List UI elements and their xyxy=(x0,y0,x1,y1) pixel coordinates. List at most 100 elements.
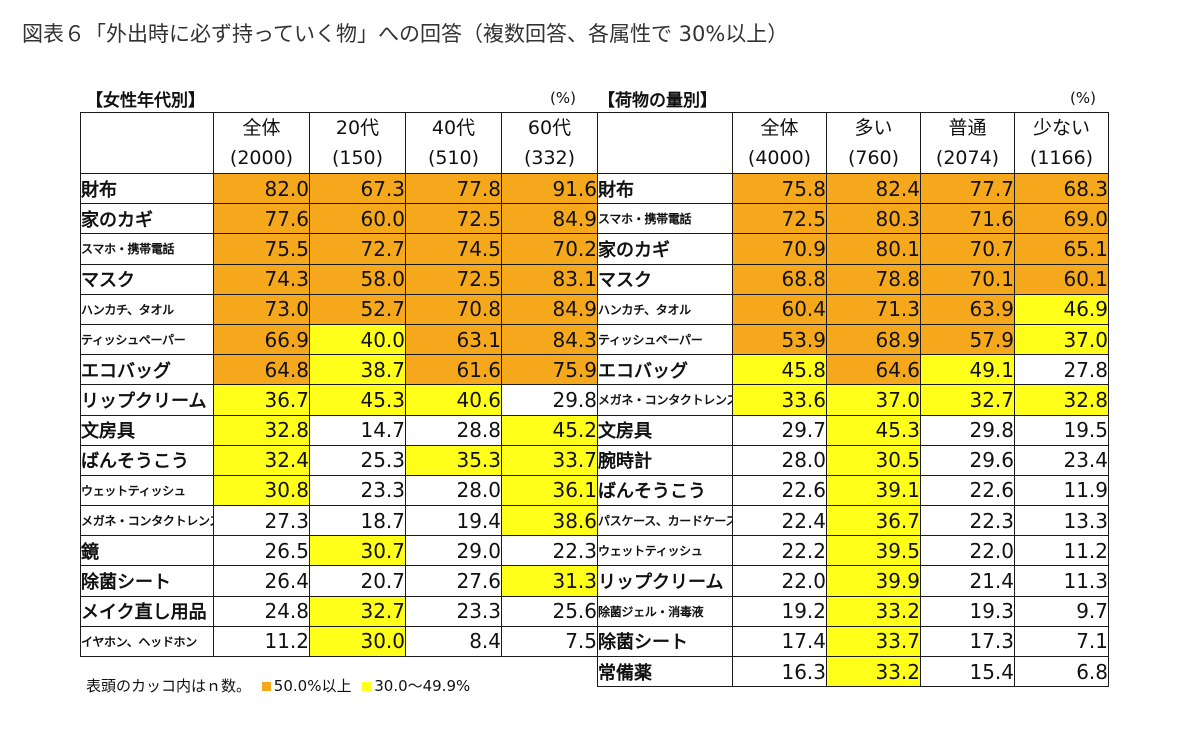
value-cell: 60.4 xyxy=(732,293,827,325)
value-cell: 52.7 xyxy=(309,293,406,325)
row-label: ティッシュペーパー xyxy=(597,323,733,356)
row-label: 文房具 xyxy=(80,414,214,446)
value-cell: 72.5 xyxy=(405,203,502,235)
value-cell: 72.7 xyxy=(309,233,406,265)
value-cell: 22.6 xyxy=(920,474,1015,507)
value-cell: 70.8 xyxy=(405,293,502,325)
right-section-label: 【荷物の量別】 xyxy=(598,91,717,111)
column-name: 全体 xyxy=(242,117,281,139)
value-cell: 32.4 xyxy=(213,444,310,476)
value-cell: 19.4 xyxy=(405,505,502,537)
legend-high-label: 50.0%以上 xyxy=(273,677,352,695)
value-cell: 19.5 xyxy=(1014,414,1109,446)
row-label: ばんそうこう xyxy=(597,474,733,507)
row-label: メガネ・コンタクトレンズ xyxy=(597,384,733,416)
column-header: 40代 (510) xyxy=(405,112,502,174)
note-text: 表頭のカッコ内はｎ数。 xyxy=(86,677,252,695)
table-row: ティッシュペーパー 66.9 40.0 63.1 84.3 xyxy=(80,323,598,356)
table-row: スマホ・携帯電話 75.5 72.7 74.5 70.2 xyxy=(80,233,598,265)
row-label: 除菌ジェル・消毒液 xyxy=(597,595,733,627)
value-cell: 19.2 xyxy=(732,595,827,627)
value-cell: 63.1 xyxy=(405,323,502,356)
table-row: 鏡 26.5 30.7 29.0 22.3 xyxy=(80,535,598,567)
value-cell: 36.1 xyxy=(501,474,598,507)
value-cell: 82.4 xyxy=(826,172,921,205)
table-row: リップクリーム 36.7 45.3 40.6 29.8 xyxy=(80,384,598,416)
table-row: マスク 68.8 78.8 70.1 60.1 xyxy=(597,263,1109,295)
row-label: 家のカギ xyxy=(80,203,214,235)
value-cell: 77.7 xyxy=(920,172,1015,205)
value-cell: 45.3 xyxy=(309,384,406,416)
table-row: ウェットティッシュ 30.8 23.3 28.0 36.1 xyxy=(80,474,598,507)
value-cell: 38.6 xyxy=(501,505,598,537)
value-cell: 33.2 xyxy=(826,655,921,688)
column-name: 少ない xyxy=(1032,117,1090,139)
column-header: 多い (760) xyxy=(826,112,921,174)
value-cell: 16.3 xyxy=(732,655,827,688)
value-cell: 26.5 xyxy=(213,535,310,567)
value-cell: 45.8 xyxy=(732,354,827,386)
row-label: ウェットティッシュ xyxy=(80,474,214,507)
value-cell: 68.8 xyxy=(732,263,827,295)
row-label: 文房具 xyxy=(597,414,733,446)
value-cell: 28.0 xyxy=(732,444,827,476)
table-row: 財布 82.0 67.3 77.8 91.6 xyxy=(80,172,598,205)
value-cell: 18.7 xyxy=(309,505,406,537)
value-cell: 58.0 xyxy=(309,263,406,295)
table-row: 家のカギ 77.6 60.0 72.5 84.9 xyxy=(80,203,598,235)
value-cell: 11.2 xyxy=(213,625,310,658)
value-cell: 60.0 xyxy=(309,203,406,235)
value-cell: 74.3 xyxy=(213,263,310,295)
table-row: スマホ・携帯電話 72.5 80.3 71.6 69.0 xyxy=(597,203,1109,235)
column-name: 全体 xyxy=(760,117,799,139)
row-label: 財布 xyxy=(80,172,214,205)
value-cell: 23.3 xyxy=(405,595,502,627)
table-row: ばんそうこう 22.6 39.1 22.6 11.9 xyxy=(597,474,1109,507)
value-cell: 35.3 xyxy=(405,444,502,476)
value-cell: 11.9 xyxy=(1014,474,1109,507)
column-sample-size: (760) xyxy=(847,147,900,169)
value-cell: 32.8 xyxy=(213,414,310,446)
value-cell: 67.3 xyxy=(309,172,406,205)
value-cell: 38.7 xyxy=(309,354,406,386)
value-cell: 77.6 xyxy=(213,203,310,235)
value-cell: 84.9 xyxy=(501,293,598,325)
row-label: メイク直し用品 xyxy=(80,595,214,627)
figure-title: 図表６「外出時に必ず持っていく物」への回答（複数回答、各属性で 30%以上） xyxy=(22,22,789,46)
value-cell: 25.3 xyxy=(309,444,406,476)
right-header-row: 全体 (4000) 多い (760) 普通 (2074) 少ない (1166) xyxy=(597,112,1109,174)
value-cell: 45.3 xyxy=(826,414,921,446)
value-cell: 30.7 xyxy=(309,535,406,567)
value-cell: 29.0 xyxy=(405,535,502,567)
value-cell: 7.5 xyxy=(501,625,598,658)
table-row: 除菌シート 26.4 20.7 27.6 31.3 xyxy=(80,565,598,597)
value-cell: 17.4 xyxy=(732,625,827,658)
value-cell: 30.8 xyxy=(213,474,310,507)
value-cell: 28.8 xyxy=(405,414,502,446)
value-cell: 25.6 xyxy=(501,595,598,627)
value-cell: 22.0 xyxy=(920,535,1015,567)
value-cell: 71.3 xyxy=(826,293,921,325)
value-cell: 30.0 xyxy=(309,625,406,658)
value-cell: 68.3 xyxy=(1014,172,1109,205)
value-cell: 71.6 xyxy=(920,203,1015,235)
table-row: ハンカチ、タオル 60.4 71.3 63.9 46.9 xyxy=(597,293,1109,325)
table-row: 常備薬 16.3 33.2 15.4 6.8 xyxy=(597,655,1109,688)
value-cell: 11.2 xyxy=(1014,535,1109,567)
value-cell: 32.8 xyxy=(1014,384,1109,416)
row-label: ハンカチ、タオル xyxy=(80,293,214,325)
value-cell: 82.0 xyxy=(213,172,310,205)
value-cell: 73.0 xyxy=(213,293,310,325)
row-label: リップクリーム xyxy=(80,384,214,416)
value-cell: 6.8 xyxy=(1014,655,1109,688)
value-cell: 28.0 xyxy=(405,474,502,507)
table-row: ウェットティッシュ 22.2 39.5 22.0 11.2 xyxy=(597,535,1109,567)
value-cell: 60.1 xyxy=(1014,263,1109,295)
value-cell: 64.6 xyxy=(826,354,921,386)
row-label: 鏡 xyxy=(80,535,214,567)
value-cell: 45.2 xyxy=(501,414,598,446)
value-cell: 24.8 xyxy=(213,595,310,627)
row-label: メガネ・コンタクトレンズ xyxy=(80,505,214,537)
row-label: イヤホン、ヘッドホン xyxy=(80,625,214,658)
value-cell: 33.2 xyxy=(826,595,921,627)
